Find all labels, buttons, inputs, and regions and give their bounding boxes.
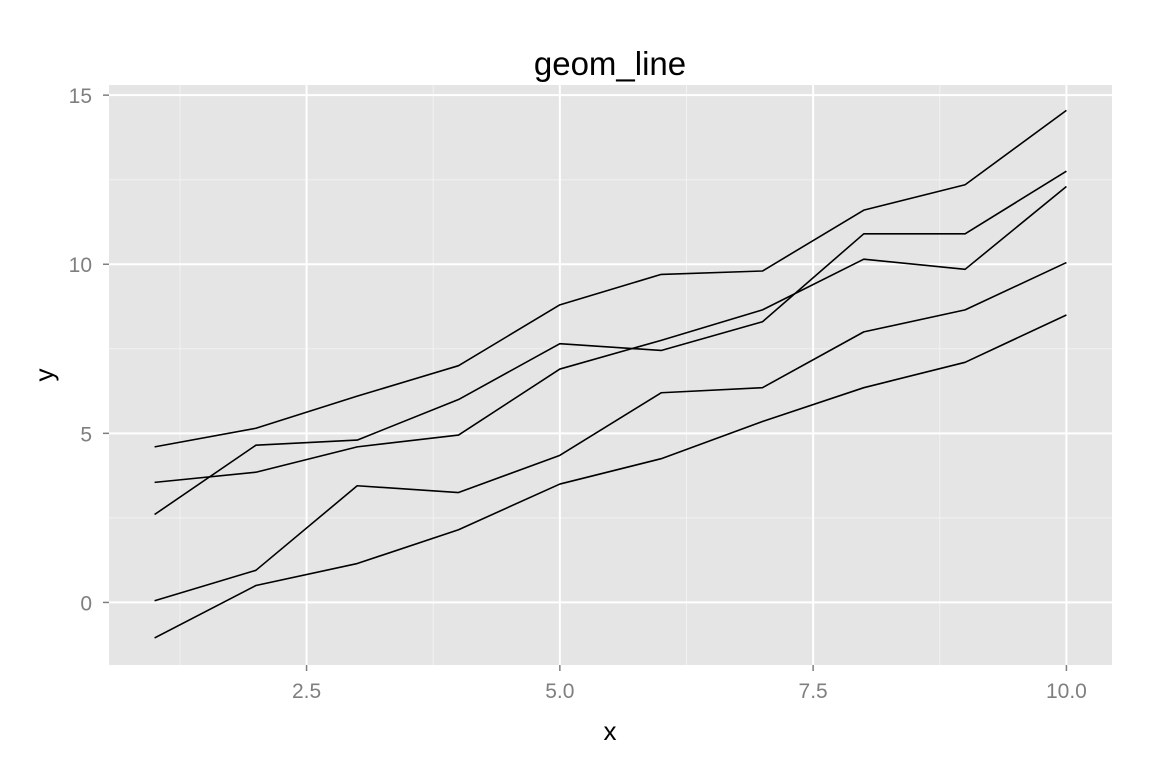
x-tick-label: 7.5 (799, 680, 828, 703)
y-tick-label: 10 (69, 254, 92, 277)
series-line-5 (154, 314, 1067, 639)
series-line-4 (154, 261, 1067, 602)
x-tick-label: 10.0 (1046, 680, 1087, 703)
y-tick-label: 5 (80, 423, 92, 446)
series-line-1 (154, 109, 1067, 448)
x-tick-label: 5.0 (545, 680, 574, 703)
chart-title: geom_line (534, 45, 686, 82)
series-line-3 (154, 185, 1067, 484)
series-line-2 (154, 170, 1067, 516)
y-tick-label: 0 (80, 592, 92, 615)
y-axis-label: y (29, 369, 59, 382)
x-tick-label: 2.5 (292, 680, 321, 703)
x-axis-label: x (604, 716, 617, 746)
plot-panel (109, 85, 1112, 665)
y-tick-label: 15 (69, 85, 92, 108)
panel-background (109, 85, 1112, 665)
